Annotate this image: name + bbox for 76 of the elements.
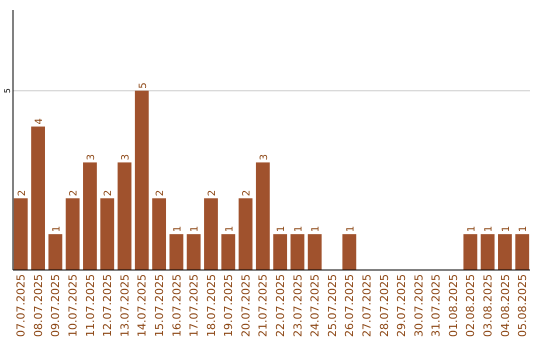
x-tick-label: 19.07.2025 bbox=[222, 274, 236, 337]
bar bbox=[134, 90, 149, 270]
bar bbox=[204, 198, 218, 270]
x-tick-label: 14.07.2025 bbox=[136, 274, 149, 337]
data-label: 2 bbox=[68, 190, 80, 196]
x-tick-label: 07.07.2025 bbox=[14, 274, 28, 337]
x-tick-label: 25.07.2025 bbox=[326, 274, 339, 337]
x-tick-label: 13.07.2025 bbox=[118, 274, 132, 337]
x-tick-label: 28.07.2025 bbox=[378, 274, 391, 337]
x-tick-label: 02.08.2025 bbox=[464, 274, 478, 337]
bar bbox=[31, 126, 45, 270]
data-label: 1 bbox=[310, 226, 322, 232]
data-label: 1 bbox=[276, 226, 288, 232]
bar bbox=[100, 198, 114, 270]
data-label: 2 bbox=[103, 190, 114, 196]
data-label: 2 bbox=[16, 190, 28, 196]
data-label: 1 bbox=[518, 226, 530, 232]
data-label: 4 bbox=[34, 118, 46, 125]
data-label: 1 bbox=[345, 226, 356, 232]
data-label: 3 bbox=[86, 154, 97, 160]
bar bbox=[273, 234, 288, 270]
x-tick-label: 12.07.2025 bbox=[101, 274, 114, 337]
bar bbox=[118, 162, 132, 270]
bar bbox=[342, 234, 356, 270]
x-tick-label: 23.07.2025 bbox=[291, 274, 304, 337]
x-tick-label: 22.07.2025 bbox=[274, 274, 287, 337]
data-label: 2 bbox=[242, 190, 253, 196]
x-tick-label: 03.08.2025 bbox=[481, 274, 494, 337]
data-label: 1 bbox=[484, 226, 495, 232]
x-tick-label: 08.07.2025 bbox=[32, 274, 45, 337]
x-tick-label: 29.07.2025 bbox=[395, 274, 408, 337]
x-tick-label: 26.07.2025 bbox=[343, 274, 356, 337]
bar bbox=[83, 162, 97, 270]
data-label: 1 bbox=[224, 226, 236, 232]
x-tick-label: 16.07.2025 bbox=[170, 274, 184, 337]
x-tick-label: 04.08.2025 bbox=[498, 274, 512, 337]
x-tick-label: 01.08.2025 bbox=[446, 274, 460, 337]
data-label: 5 bbox=[138, 82, 149, 89]
bar bbox=[152, 198, 166, 270]
data-label: 1 bbox=[293, 226, 304, 232]
data-label: 1 bbox=[172, 226, 184, 232]
bar bbox=[238, 198, 252, 270]
data-label: 1 bbox=[51, 226, 62, 232]
x-tick-label: 11.07.2025 bbox=[84, 274, 97, 337]
bar bbox=[480, 234, 495, 270]
bar bbox=[256, 162, 270, 270]
x-tick-label: 15.07.2025 bbox=[152, 274, 166, 337]
bar bbox=[308, 234, 322, 270]
bar bbox=[186, 234, 201, 270]
data-label: 3 bbox=[120, 154, 132, 160]
x-tick-label: 21.07.2025 bbox=[256, 274, 270, 337]
x-tick-label: 27.07.2025 bbox=[360, 274, 374, 337]
bar bbox=[498, 234, 512, 270]
data-label: 2 bbox=[155, 190, 166, 196]
bar bbox=[14, 198, 28, 270]
x-tick-label: 24.07.2025 bbox=[308, 274, 322, 337]
bar bbox=[48, 234, 62, 270]
x-tick-label: 09.07.2025 bbox=[49, 274, 62, 337]
bar bbox=[221, 234, 236, 270]
bar bbox=[290, 234, 304, 270]
x-tick-label: 17.07.2025 bbox=[188, 274, 201, 337]
data-label: 1 bbox=[466, 226, 478, 232]
x-tick-label: 30.07.2025 bbox=[412, 274, 426, 337]
data-label: 1 bbox=[190, 226, 201, 232]
x-tick-label: 10.07.2025 bbox=[66, 274, 80, 337]
bar bbox=[463, 234, 478, 270]
data-label: 2 bbox=[206, 190, 218, 196]
x-tick-label: 18.07.2025 bbox=[204, 274, 218, 337]
data-label: 3 bbox=[258, 154, 270, 160]
bar bbox=[66, 198, 80, 270]
bar bbox=[515, 234, 530, 270]
x-tick-label: 31.07.2025 bbox=[430, 274, 443, 337]
x-tick-label: 05.08.2025 bbox=[516, 274, 530, 337]
x-tick-label: 20.07.2025 bbox=[239, 274, 252, 337]
data-label: 1 bbox=[500, 226, 512, 232]
bar bbox=[169, 234, 184, 270]
